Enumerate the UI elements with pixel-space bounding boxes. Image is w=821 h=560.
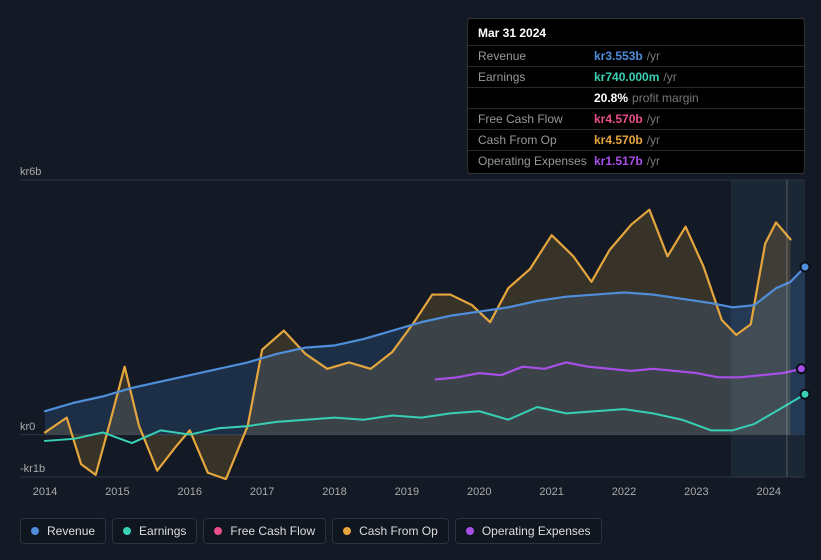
x-axis-label: 2019 — [395, 486, 419, 498]
x-axis-label: 2014 — [33, 486, 57, 498]
y-axis-label: kr6b — [20, 166, 41, 178]
x-axis-label: 2020 — [467, 486, 491, 498]
legend-item-cash-from-op[interactable]: Cash From Op — [332, 518, 449, 544]
legend-label: Free Cash Flow — [230, 524, 315, 538]
financials-chart: kr6b kr0 -kr1b 2014 2015 2016 2017 2018 2019 202… — [0, 0, 821, 560]
y-axis-label: kr0 — [20, 421, 35, 433]
legend-item-earnings[interactable]: Earnings — [112, 518, 197, 544]
legend: Revenue Earnings Free Cash Flow Cash From O… — [20, 518, 602, 544]
x-axis-label: 2024 — [757, 486, 781, 498]
legend-dot — [466, 527, 474, 535]
legend-label: Cash From Op — [359, 524, 438, 538]
legend-label: Revenue — [47, 524, 95, 538]
legend-dot — [214, 527, 222, 535]
y-axis-label: -kr1b — [20, 463, 45, 475]
legend-item-revenue[interactable]: Revenue — [20, 518, 106, 544]
x-axis-label: 2016 — [178, 486, 202, 498]
legend-item-free-cash-flow[interactable]: Free Cash Flow — [203, 518, 326, 544]
x-axis-label: 2015 — [105, 486, 129, 498]
legend-item-operating-expenses[interactable]: Operating Expenses — [455, 518, 602, 544]
x-axis-label: 2018 — [322, 486, 346, 498]
x-axis-label: 2017 — [250, 486, 274, 498]
legend-dot — [123, 527, 131, 535]
legend-dot — [31, 527, 39, 535]
x-axis-label: 2022 — [612, 486, 636, 498]
legend-label: Earnings — [139, 524, 186, 538]
x-axis-label: 2021 — [539, 486, 563, 498]
x-axis-label: 2023 — [684, 486, 708, 498]
legend-dot — [343, 527, 351, 535]
legend-label: Operating Expenses — [482, 524, 591, 538]
